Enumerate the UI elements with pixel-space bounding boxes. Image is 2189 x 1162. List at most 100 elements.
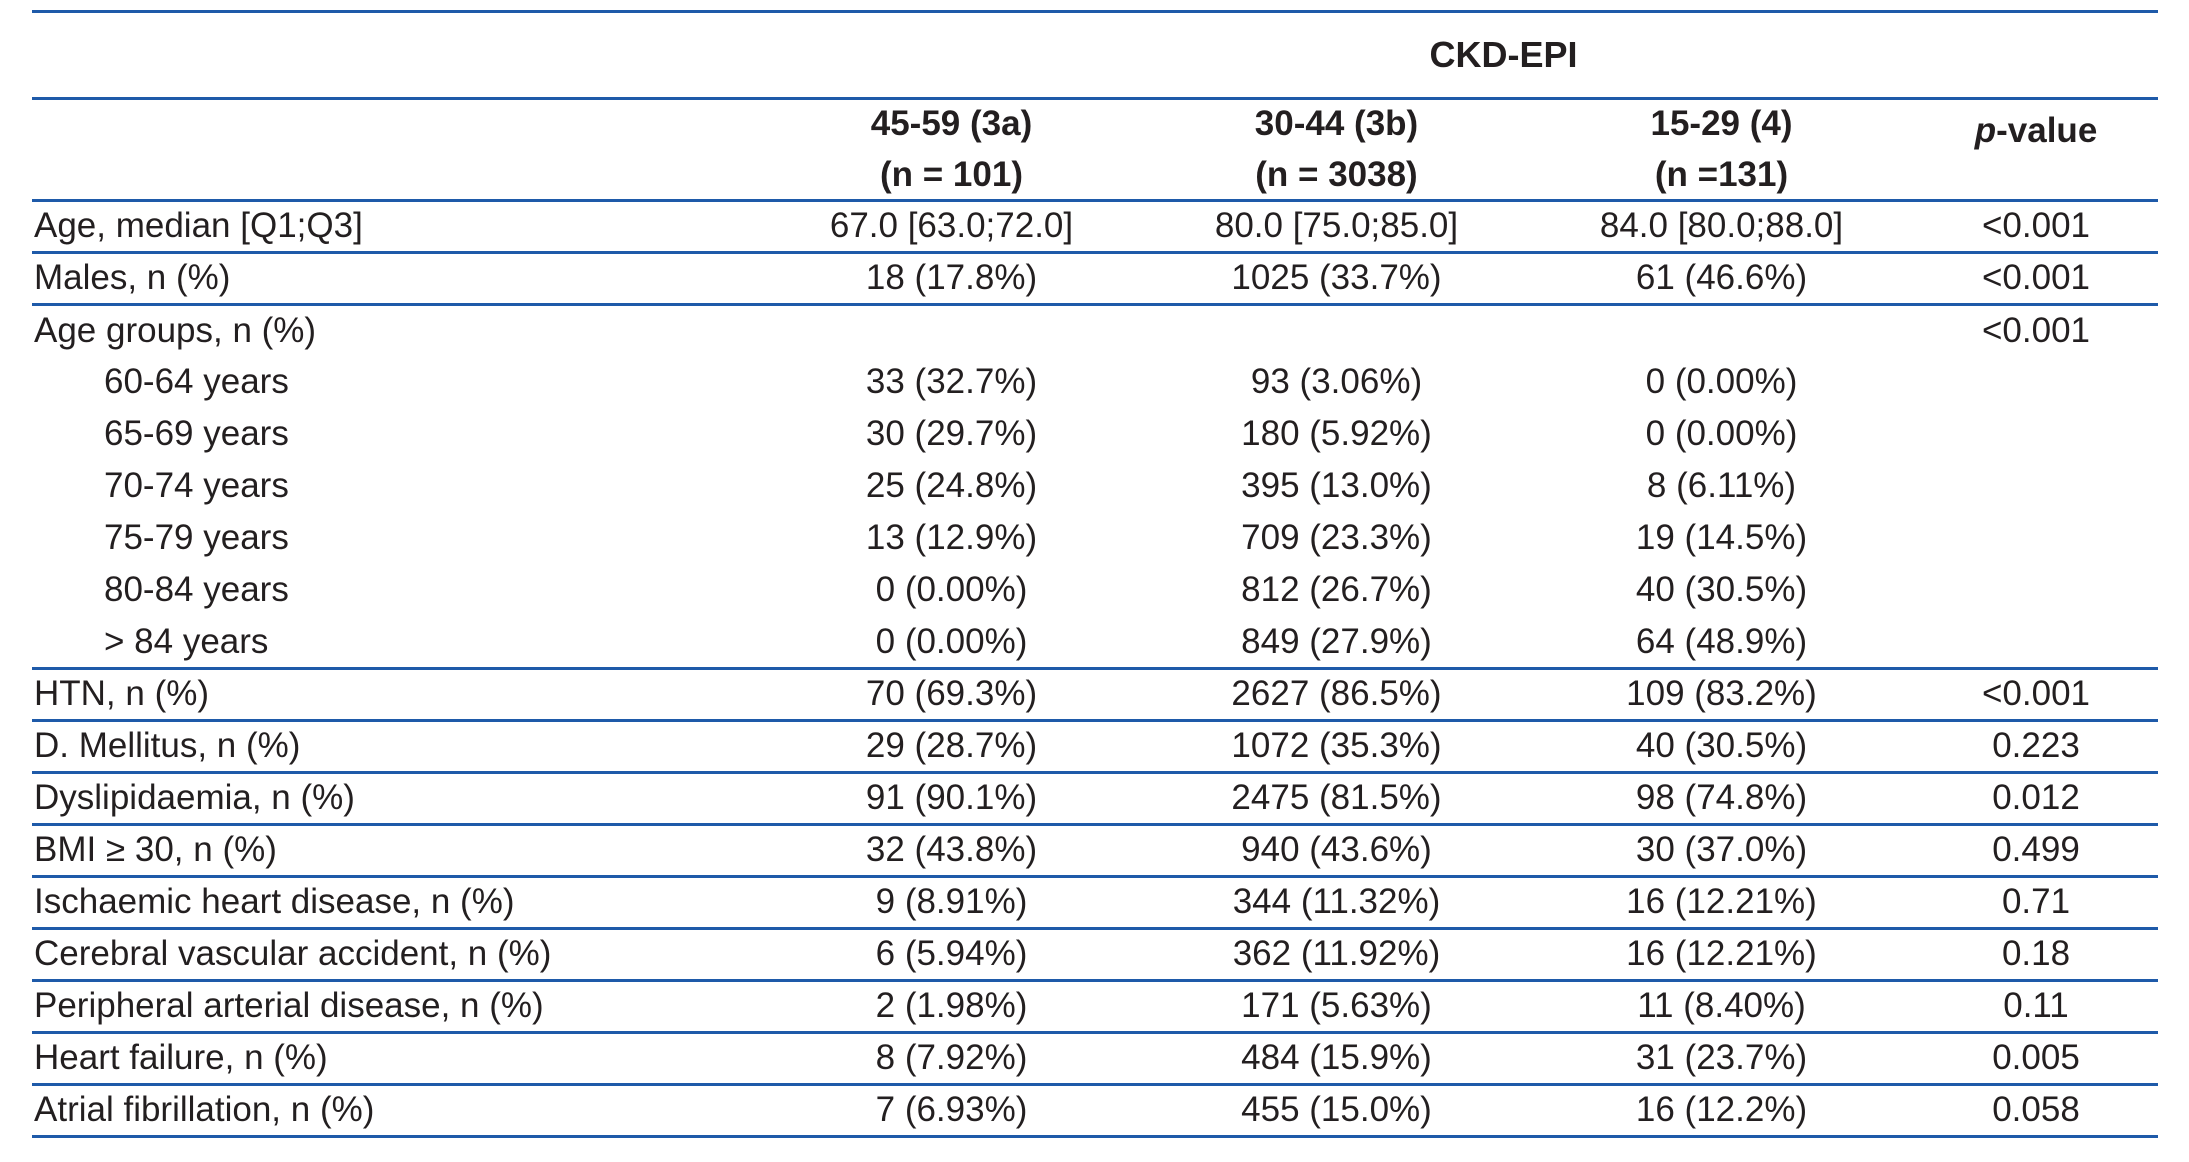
cell-3b: 455 (15.0%) bbox=[1144, 1084, 1529, 1138]
cell-3a: 91 (90.1%) bbox=[759, 772, 1144, 826]
cell-p bbox=[1914, 357, 2158, 409]
column-header-3a: 45-59 (3a) (n = 101) bbox=[759, 98, 1144, 202]
cell-p bbox=[1914, 409, 2158, 461]
table-row-cerebral-vascular-accident: Cerebral vascular accident, n (%) 6 (5.9… bbox=[32, 928, 2159, 982]
column-header-range: 15-29 (4) bbox=[1650, 104, 1793, 144]
cell-4: 98 (74.8%) bbox=[1529, 772, 1914, 826]
table-row-heart-failure: Heart failure, n (%) 8 (7.92%) 484 (15.9… bbox=[32, 1032, 2159, 1086]
row-label: Ischaemic heart disease, n (%) bbox=[32, 876, 759, 930]
cell-p: <0.001 bbox=[1914, 668, 2159, 722]
cell-p: 0.499 bbox=[1914, 824, 2159, 878]
cell-4: 8 (6.11%) bbox=[1646, 466, 1797, 506]
row-label: HTN, n (%) bbox=[32, 668, 759, 722]
cell-3a: 6 (5.94%) bbox=[759, 928, 1144, 982]
cell-4: 19 (14.5%) bbox=[1635, 518, 1808, 558]
table-body: Age, median [Q1;Q3] 67.0 [63.0;72.0] 80.… bbox=[32, 200, 2159, 1138]
column-header-range: 45-59 (3a) bbox=[870, 104, 1033, 144]
cell-4 bbox=[1529, 305, 1914, 357]
row-label: Age groups, n (%) bbox=[34, 311, 317, 351]
cell-3b: 709 (23.3%) bbox=[1241, 518, 1432, 558]
cell-3b: 2627 (86.5%) bbox=[1144, 668, 1529, 722]
cell-3a: 13 (12.9%) bbox=[865, 518, 1038, 558]
cell-3a: 8 (7.92%) bbox=[759, 1032, 1144, 1086]
cell-3b: 484 (15.9%) bbox=[1144, 1032, 1529, 1086]
row-label: Males, n (%) bbox=[32, 252, 759, 306]
corner-cell bbox=[32, 11, 759, 100]
cell-3b: 849 (27.9%) bbox=[1144, 616, 1529, 670]
cell-4: 84.0 [80.0;88.0] bbox=[1529, 200, 1914, 254]
cell-3b: 812 (26.7%) bbox=[1241, 570, 1432, 610]
cell-p: <0.001 bbox=[1914, 252, 2159, 306]
cell-4: 109 (83.2%) bbox=[1529, 668, 1914, 722]
table-header: CKD-EPI 45-59 (3a) (n = 101) 30-44 (3b) … bbox=[32, 11, 2159, 202]
row-label: > 84 years bbox=[32, 616, 759, 670]
row-label: Peripheral arterial disease, n (%) bbox=[32, 980, 759, 1034]
cell-p: <0.001 bbox=[1981, 311, 2091, 351]
cell-4: 11 (8.40%) bbox=[1529, 980, 1914, 1034]
table-row-bmi: BMI ≥ 30, n (%) 32 (43.8%) 940 (43.6%) 3… bbox=[32, 824, 2159, 878]
cell-p: 0.058 bbox=[1914, 1084, 2159, 1138]
cell-4: 31 (23.7%) bbox=[1529, 1032, 1914, 1086]
column-header-row: 45-59 (3a) (n = 101) 30-44 (3b) (n = 303… bbox=[32, 98, 2159, 202]
table-row-age-groups: Age groups, n (%) <0.001 bbox=[32, 305, 2158, 357]
cell-4: 40 (30.5%) bbox=[1635, 570, 1808, 610]
p-rest: -value bbox=[1996, 111, 2098, 150]
cell-p: 0.18 bbox=[1914, 928, 2159, 982]
cell-3b: 1072 (35.3%) bbox=[1144, 720, 1529, 774]
cell-3b: 80.0 [75.0;85.0] bbox=[1144, 200, 1529, 254]
p-italic: p bbox=[1974, 111, 1997, 150]
column-header-n: (n = 3038) bbox=[1255, 154, 1418, 194]
cell-3b: 395 (13.0%) bbox=[1241, 466, 1432, 506]
table-row-over-84: > 84 years 0 (0.00%) 849 (27.9%) 64 (48.… bbox=[32, 616, 2159, 670]
group-header-ckd-epi: CKD-EPI bbox=[759, 11, 2159, 100]
cell-3a: 2 (1.98%) bbox=[759, 980, 1144, 1034]
table-row-atrial-fibrillation: Atrial fibrillation, n (%) 7 (6.93%) 455… bbox=[32, 1084, 2159, 1138]
cell-4: 64 (48.9%) bbox=[1529, 616, 1914, 670]
row-label: BMI ≥ 30, n (%) bbox=[32, 824, 759, 878]
cell-3b: 1025 (33.7%) bbox=[1144, 252, 1529, 306]
row-label: 70-74 years bbox=[104, 466, 289, 506]
row-label: Cerebral vascular accident, n (%) bbox=[32, 928, 759, 982]
cell-3b bbox=[1144, 305, 1529, 357]
cell-p: 0.11 bbox=[1914, 980, 2159, 1034]
cell-3b: 180 (5.92%) bbox=[1241, 414, 1432, 454]
row-label: 80-84 years bbox=[104, 570, 289, 610]
cell-3a: 30 (29.7%) bbox=[865, 414, 1038, 454]
cell-4: 0 (0.00%) bbox=[1645, 414, 1798, 454]
row-label: Atrial fibrillation, n (%) bbox=[32, 1084, 759, 1138]
table-row-70-74: 70-74 years 25 (24.8%) 395 (13.0%) 8 (6.… bbox=[32, 461, 2158, 513]
cell-3a: 70 (69.3%) bbox=[759, 668, 1144, 722]
column-header-3b: 30-44 (3b) (n = 3038) bbox=[1144, 98, 1529, 202]
column-header-n: (n =131) bbox=[1654, 154, 1789, 194]
column-header-range: 30-44 (3b) bbox=[1254, 104, 1419, 144]
table-row-75-79: 75-79 years 13 (12.9%) 709 (23.3%) 19 (1… bbox=[32, 513, 2158, 565]
table-row-peripheral-arterial-disease: Peripheral arterial disease, n (%) 2 (1.… bbox=[32, 980, 2159, 1034]
cell-3b: 2475 (81.5%) bbox=[1144, 772, 1529, 826]
table-row-htn: HTN, n (%) 70 (69.3%) 2627 (86.5%) 109 (… bbox=[32, 668, 2159, 722]
table-container: CKD-EPI 45-59 (3a) (n = 101) 30-44 (3b) … bbox=[32, 10, 2159, 1138]
cell-3a: 25 (24.8%) bbox=[865, 466, 1038, 506]
cell-3a: 0 (0.00%) bbox=[759, 616, 1144, 670]
table-row-60-64: 60-64 years 33 (32.7%) 93 (3.06%) 0 (0.0… bbox=[32, 357, 2158, 409]
cell-3a: 67.0 [63.0;72.0] bbox=[759, 200, 1144, 254]
group-header-row: CKD-EPI bbox=[32, 11, 2159, 100]
cell-3a: 33 (32.7%) bbox=[865, 362, 1038, 402]
cell-p: 0.223 bbox=[1914, 720, 2159, 774]
cell-p: 0.012 bbox=[1914, 772, 2159, 826]
cell-4: 61 (46.6%) bbox=[1529, 252, 1914, 306]
table-row-age: Age, median [Q1;Q3] 67.0 [63.0;72.0] 80.… bbox=[32, 200, 2159, 254]
table-row-d-mellitus: D. Mellitus, n (%) 29 (28.7%) 1072 (35.3… bbox=[32, 720, 2159, 774]
cell-3b: 362 (11.92%) bbox=[1144, 928, 1529, 982]
row-label: D. Mellitus, n (%) bbox=[32, 720, 759, 774]
row-label: Age, median [Q1;Q3] bbox=[32, 200, 759, 254]
cell-3a: 0 (0.00%) bbox=[875, 570, 1028, 610]
cell-p: <0.001 bbox=[1914, 200, 2159, 254]
cell-3b: 344 (11.32%) bbox=[1144, 876, 1529, 930]
cell-3b: 93 (3.06%) bbox=[1250, 362, 1423, 402]
cell-3a: 9 (8.91%) bbox=[759, 876, 1144, 930]
cell-4: 16 (12.2%) bbox=[1529, 1084, 1914, 1138]
empty-header-cell bbox=[32, 98, 759, 202]
cell-p: 0.71 bbox=[1914, 876, 2159, 930]
cell-4: 30 (37.0%) bbox=[1529, 824, 1914, 878]
table-row-ischaemic-heart-disease: Ischaemic heart disease, n (%) 9 (8.91%)… bbox=[32, 876, 2159, 930]
